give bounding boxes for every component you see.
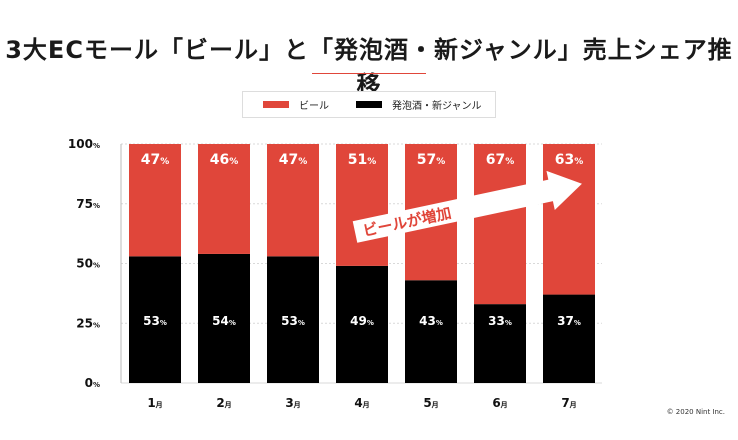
value-label-beer-3: 47%	[279, 152, 308, 168]
chart-title: 3大ECモール「ビール」と「発泡酒・新ジャンル」売上シェア推移	[5, 36, 733, 99]
value-label-beer-5: 57%	[417, 152, 446, 168]
x-tick-3: 3月	[285, 396, 300, 410]
y-tick-0: 0%	[85, 376, 100, 390]
y-tick-50: 50%	[76, 257, 100, 271]
value-label-beer-1: 47%	[141, 152, 170, 168]
bar-beer-6	[474, 144, 526, 305]
bar-happoshu-6	[474, 304, 526, 383]
x-tick-6: 6月	[492, 396, 507, 410]
legend-item-beer: ビール	[263, 92, 329, 117]
copyright: © 2020 Nint Inc.	[666, 408, 725, 416]
value-label-happoshu-7: 37%	[557, 314, 581, 328]
value-label-beer-6: 67%	[486, 152, 515, 168]
x-tick-4: 4月	[354, 396, 369, 410]
title-underline	[312, 73, 426, 74]
value-label-beer-2: 46%	[210, 152, 239, 168]
legend-label-happoshu: 発泡酒・新ジャンル	[392, 101, 482, 112]
y-tick-75: 75%	[76, 197, 100, 211]
legend-swatch-beer	[263, 101, 289, 108]
value-label-happoshu-3: 53%	[281, 314, 305, 328]
value-label-beer-4: 51%	[348, 152, 377, 168]
bar-happoshu-7	[543, 294, 595, 383]
x-tick-2: 2月	[216, 396, 231, 410]
x-tick-5: 5月	[423, 396, 438, 410]
value-label-happoshu-6: 33%	[488, 314, 512, 328]
bar-beer-7	[543, 144, 595, 295]
x-tick-7: 7月	[561, 396, 576, 410]
legend-label-beer: ビール	[299, 101, 329, 112]
value-label-beer-7: 63%	[555, 152, 584, 168]
value-label-happoshu-4: 49%	[350, 314, 374, 328]
bar-happoshu-5	[405, 280, 457, 383]
bar-beer-4	[336, 144, 388, 266]
legend-swatch-happoshu	[356, 101, 382, 108]
bar-happoshu-2	[198, 253, 250, 383]
value-label-happoshu-2: 54%	[212, 314, 236, 328]
legend-item-happoshu: 発泡酒・新ジャンル	[356, 92, 482, 117]
bar-happoshu-3	[267, 256, 319, 383]
y-tick-25: 25%	[76, 316, 100, 330]
value-label-happoshu-1: 53%	[143, 314, 167, 328]
trend-arrow-head	[546, 170, 582, 210]
bar-happoshu-1	[129, 256, 181, 383]
y-tick-100: 100%	[68, 137, 100, 151]
trend-arrow-shaft	[352, 179, 555, 243]
legend: ビール 発泡酒・新ジャンル	[242, 91, 496, 118]
bar-beer-1	[129, 144, 181, 257]
bar-beer-2	[198, 144, 250, 254]
x-tick-1: 1月	[147, 396, 162, 410]
bar-beer-3	[267, 144, 319, 257]
bar-happoshu-4	[336, 265, 388, 383]
value-label-happoshu-5: 43%	[419, 314, 443, 328]
